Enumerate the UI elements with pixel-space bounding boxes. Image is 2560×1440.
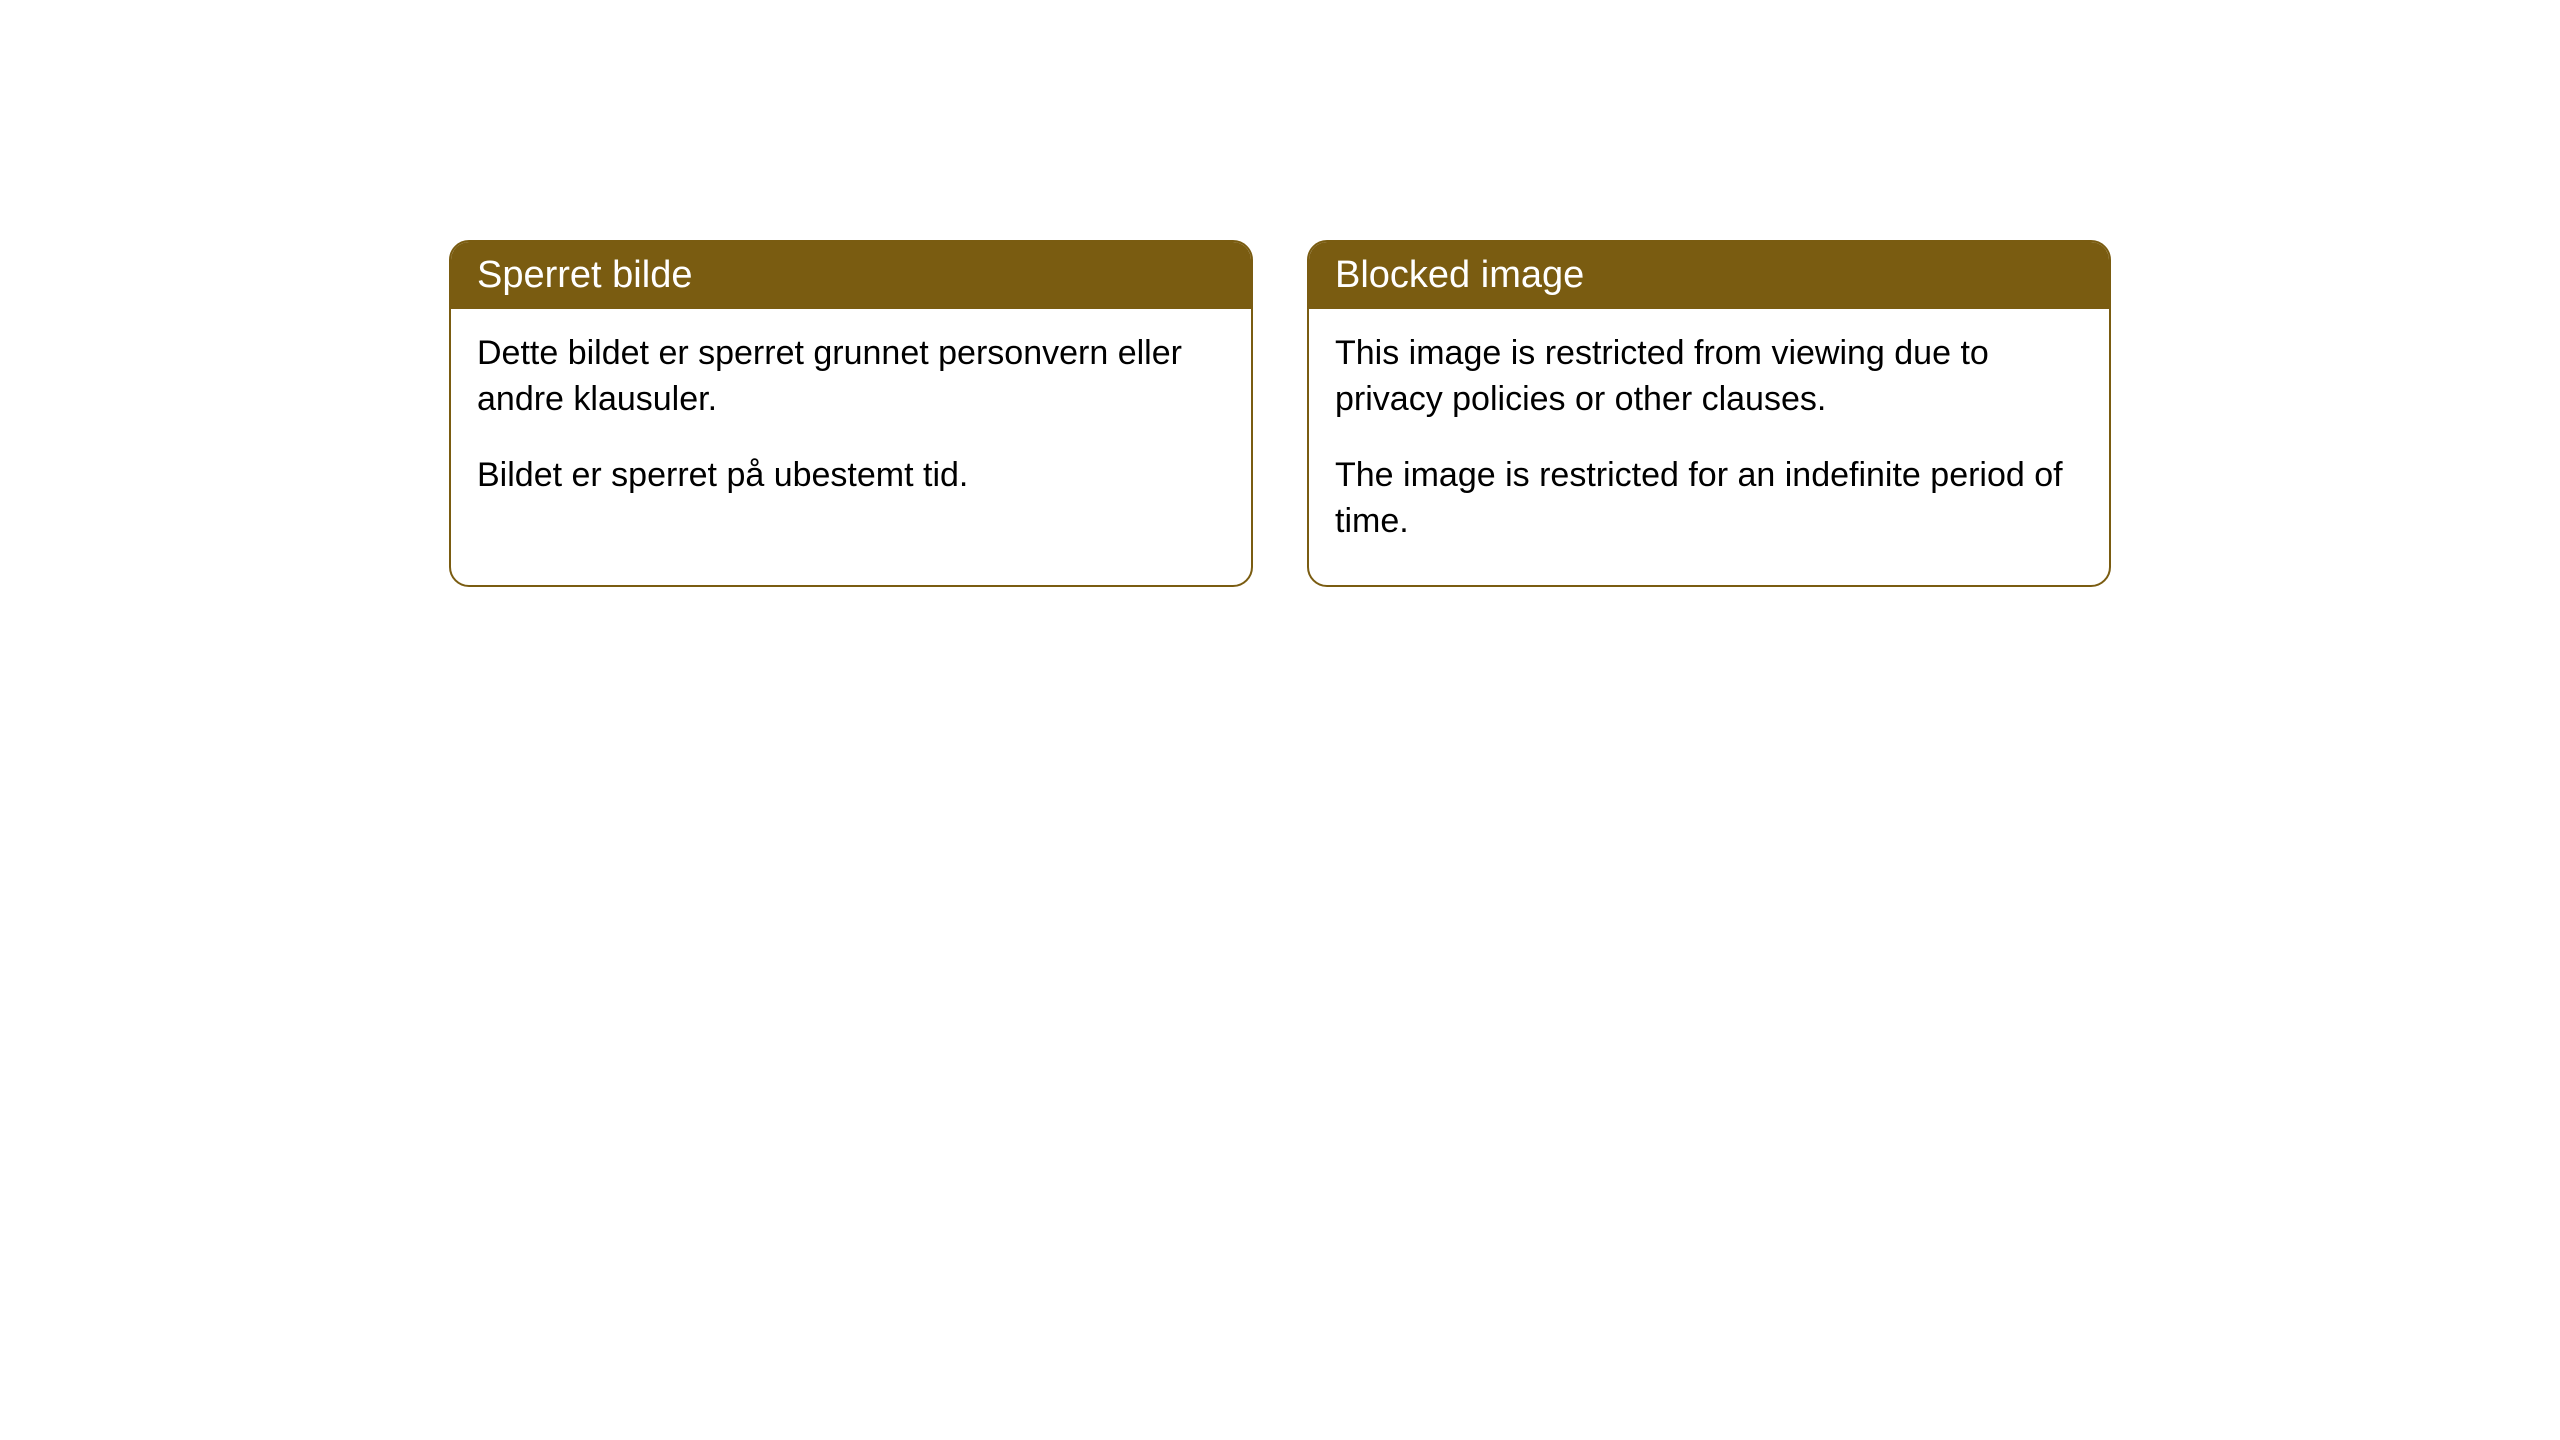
blocked-image-card-english: Blocked image This image is restricted f… [1307, 240, 2111, 587]
card-body: This image is restricted from viewing du… [1309, 309, 2109, 585]
card-paragraph: The image is restricted for an indefinit… [1335, 453, 2083, 545]
card-paragraph: This image is restricted from viewing du… [1335, 331, 2083, 423]
card-paragraph: Bildet er sperret på ubestemt tid. [477, 453, 1225, 499]
card-paragraph: Dette bildet er sperret grunnet personve… [477, 331, 1225, 423]
card-body: Dette bildet er sperret grunnet personve… [451, 309, 1251, 539]
card-title: Sperret bilde [477, 254, 692, 296]
card-header: Sperret bilde [451, 242, 1251, 309]
blocked-image-card-norwegian: Sperret bilde Dette bildet er sperret gr… [449, 240, 1253, 587]
card-title: Blocked image [1335, 254, 1584, 296]
card-header: Blocked image [1309, 242, 2109, 309]
cards-container: Sperret bilde Dette bildet er sperret gr… [0, 0, 2560, 587]
